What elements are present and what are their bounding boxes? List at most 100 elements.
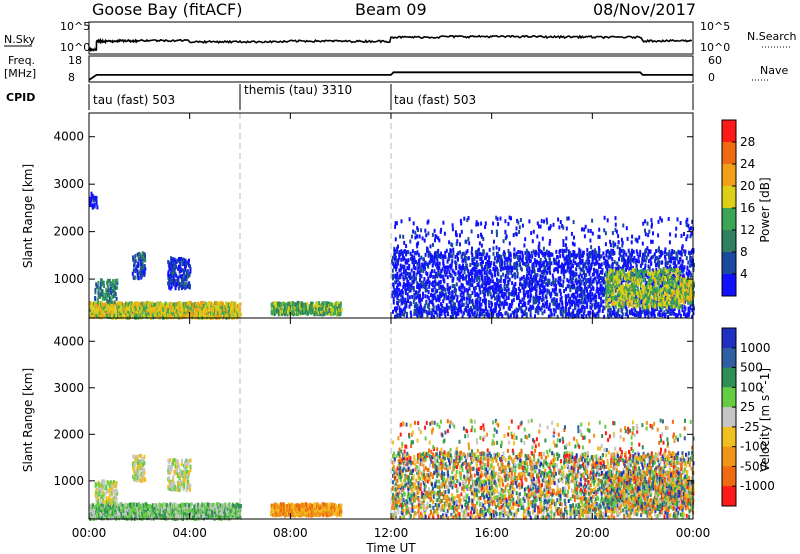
data-cell [563,289,566,293]
data-cell [646,295,649,300]
data-cell [541,236,544,241]
data-cell [640,274,643,279]
data-cell [440,251,443,256]
data-cell [412,287,415,292]
data-cell [598,292,601,297]
data-cell [588,278,591,282]
data-cell [654,273,657,278]
data-cell [396,261,399,266]
data-cell [580,289,583,294]
data-cell [173,315,176,320]
data-cell [415,301,418,306]
data-cell [657,296,660,301]
data-cell [527,276,530,281]
data-cell [430,315,433,319]
data-cell [538,278,541,283]
data-cell [141,255,144,260]
data-cell [427,290,430,294]
data-cell [607,298,610,302]
data-cell [562,268,565,273]
data-cell [137,263,140,268]
data-cell [432,288,434,293]
data-cell [427,276,430,281]
data-cell [579,249,582,254]
data-cell [686,265,689,270]
data-cell [458,285,461,290]
data-cell [514,275,517,280]
data-cell [96,285,99,290]
data-cell [647,270,650,275]
data-cell [154,302,157,307]
data-cell [545,295,548,300]
data-cell [566,278,569,283]
data-cell [542,302,544,307]
data-cell [217,311,220,316]
data-cell [516,267,519,272]
data-cell [627,289,630,294]
data-cell [175,315,178,319]
data-cell [440,308,443,313]
data-cell [400,265,403,269]
data-cell [476,296,479,301]
data-cell [479,312,482,317]
data-cell [565,236,568,241]
data-cell [478,285,481,290]
data-cell [395,293,398,298]
data-cell [638,269,641,274]
data-cell [497,297,500,302]
data-cell [564,256,566,261]
data-cell [445,296,448,301]
data-cell [489,292,492,297]
data-cell [409,276,412,281]
data-cell [634,313,637,317]
data-cell [501,289,504,294]
data-cell [666,303,668,308]
data-cell [397,287,400,292]
data-cell [665,252,668,257]
data-cell [635,298,638,302]
data-cell [463,296,466,301]
data-cell [632,284,635,289]
data-cell [650,312,653,317]
data-cell [420,297,423,302]
data-cell [596,281,599,286]
data-cell [427,296,430,301]
data-cell [486,260,489,264]
data-cell [587,251,590,256]
data-cell [637,287,640,292]
data-cell [575,286,578,291]
data-cell [649,282,651,287]
data-cell [664,291,667,296]
data-cell [209,311,212,316]
data-cell [179,259,182,264]
data-cell [394,249,397,254]
data-cell [571,299,574,304]
data-cell [498,254,501,259]
data-cell [172,276,175,281]
data-cell [636,279,639,284]
data-cell [625,312,628,317]
data-cell [481,283,484,288]
data-cell [408,263,411,268]
data-cell [235,311,238,315]
data-cell [512,233,515,238]
data-cell [516,294,519,299]
data-cell [688,251,691,256]
data-cell [631,248,633,253]
data-cell [471,257,474,262]
data-cell [494,302,497,307]
data-cell [528,256,530,261]
data-cell [647,310,650,315]
data-cell [466,281,469,286]
data-cell [658,246,660,251]
data-cell [392,273,395,278]
data-cell [123,313,126,318]
data-cell [413,296,416,301]
data-cell [580,287,583,292]
data-cell [444,255,447,260]
data-cell [620,300,623,305]
cpid-segment-1: tau (fast) 503 [93,93,175,107]
data-cell [433,293,436,298]
data-cell [640,299,643,304]
data-cell [528,284,531,288]
